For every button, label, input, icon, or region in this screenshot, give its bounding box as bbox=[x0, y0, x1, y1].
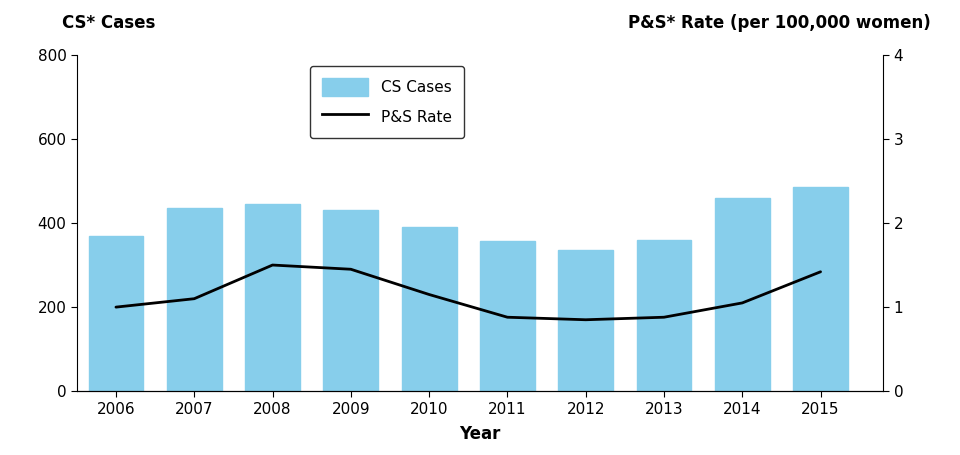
Bar bbox=[559, 250, 613, 391]
Bar bbox=[636, 240, 691, 391]
Bar bbox=[793, 187, 848, 391]
Bar bbox=[324, 210, 378, 391]
Text: CS* Cases: CS* Cases bbox=[62, 14, 156, 32]
Legend: CS Cases, P&S Rate: CS Cases, P&S Rate bbox=[310, 66, 464, 138]
X-axis label: Year: Year bbox=[459, 425, 501, 443]
Bar bbox=[88, 236, 143, 391]
Bar bbox=[245, 204, 300, 391]
Bar bbox=[715, 197, 770, 391]
Bar bbox=[167, 208, 222, 391]
Bar bbox=[480, 241, 535, 391]
Bar bbox=[401, 227, 457, 391]
Text: P&S* Rate (per 100,000 women): P&S* Rate (per 100,000 women) bbox=[629, 14, 931, 32]
